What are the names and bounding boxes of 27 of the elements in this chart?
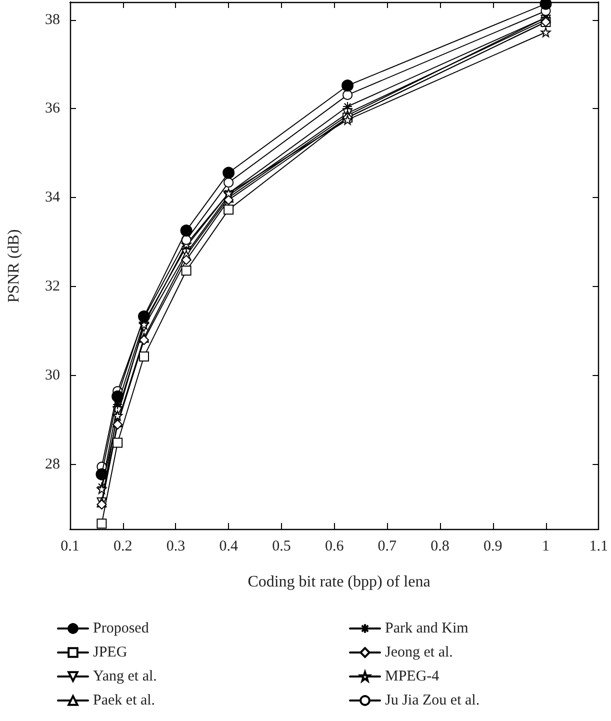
- x-tick-label: 0.1: [60, 538, 80, 554]
- x-tick-label: 1.1: [589, 538, 608, 554]
- legend-label: MPEG-4: [385, 668, 440, 684]
- x-tick-label: 0.9: [484, 538, 502, 554]
- legend-label: Park and Kim: [385, 620, 469, 636]
- y-tick-label: 38: [45, 12, 60, 28]
- y-tick-label: 32: [45, 278, 60, 295]
- legend-label: Paek et al.: [93, 692, 156, 708]
- legend-label: Proposed: [93, 620, 150, 636]
- x-tick-label: 0.5: [272, 538, 291, 554]
- x-tick-label: 0.6: [324, 538, 344, 554]
- x-tick-label: 0.4: [219, 538, 238, 554]
- y-axis-title: PSNR (dB): [6, 229, 22, 303]
- legend-label: Yang et al.: [93, 668, 157, 684]
- y-tick-label: 36: [45, 100, 60, 117]
- x-tick-label: 1: [542, 538, 550, 554]
- legend-label: Ju Jia Zou et al.: [385, 692, 480, 708]
- legend-label: Jeong et al.: [385, 644, 453, 660]
- x-tick-label: 0.7: [378, 538, 398, 554]
- x-tick-label: 0.3: [166, 538, 186, 554]
- x-tick-label: 0.8: [430, 538, 450, 554]
- x-tick-label: 0.2: [113, 538, 132, 554]
- x-axis-title: Coding bit rate (bpp) of lena: [248, 574, 430, 590]
- y-tick-label: 30: [45, 368, 60, 384]
- y-tick-label: 28: [45, 456, 60, 473]
- y-tick-label: 34: [45, 190, 60, 206]
- legend-label: JPEG: [93, 644, 128, 660]
